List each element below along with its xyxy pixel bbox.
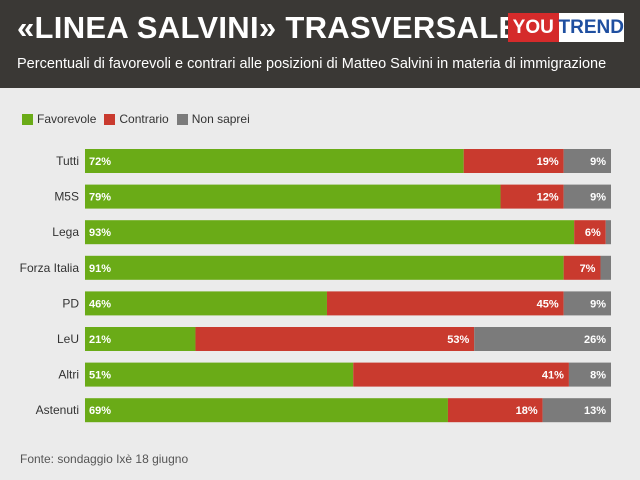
data-label: 91% [89, 263, 111, 275]
stacked-bar-chart: Tutti 72% 19% 9% M5S 79% 12% 9% Lega 93% 6% Forza I… [20, 149, 611, 423]
data-label: 9% [590, 298, 606, 310]
data-label: 21% [89, 334, 111, 346]
bar-segment [85, 149, 464, 173]
legend-swatch-contrario [104, 113, 116, 125]
bar-segment [447, 398, 543, 423]
data-label: 53% [447, 334, 469, 346]
data-label: 19% [537, 156, 559, 168]
category-label: Tutti [56, 154, 79, 168]
bar-segment [353, 362, 569, 387]
data-label: 12% [537, 192, 559, 204]
data-label: 79% [89, 192, 111, 204]
data-label: 41% [542, 370, 564, 382]
legend-item-favorevole: Favorevole [22, 112, 96, 126]
data-label: 26% [584, 334, 606, 346]
data-label: 6% [585, 227, 601, 239]
bar-segment [605, 220, 611, 245]
data-label: 51% [89, 370, 111, 382]
category-label: Lega [52, 225, 79, 239]
data-label: 8% [590, 370, 606, 382]
bar-segment [563, 255, 601, 280]
bar-segment [563, 291, 611, 316]
bar-segment [85, 220, 575, 245]
bar-segment [85, 327, 196, 351]
chart-title: «LINEA SALVINI» TRASVERSALE [17, 10, 520, 45]
bar-segment [500, 184, 564, 209]
bar-segment [474, 327, 611, 351]
data-label: 9% [590, 156, 606, 168]
bar-segment [85, 362, 354, 387]
legend-item-non-saprei: Non saprei [176, 112, 250, 126]
chart-subtitle: Percentuali di favorevoli e contrari all… [17, 56, 607, 72]
bar-segment [600, 255, 611, 280]
bar-segment [463, 149, 564, 173]
logo-you: YOU [508, 13, 559, 42]
legend: Favorevole Contrario Non saprei [22, 112, 258, 126]
data-label: 13% [584, 405, 606, 417]
category-label: Altri [58, 368, 79, 382]
legend-item-contrario: Contrario [104, 112, 169, 126]
data-label: 45% [537, 298, 559, 310]
data-label: 46% [89, 298, 111, 310]
category-label: PD [62, 296, 79, 310]
bar-segment [563, 184, 611, 209]
legend-swatch-favorevole [22, 113, 33, 125]
source-note: Fonte: sondaggio Ixè 18 giugno [20, 452, 189, 466]
data-label: 9% [590, 192, 606, 204]
legend-label-non-saprei: Non saprei [191, 112, 250, 126]
data-label: 72% [89, 156, 111, 168]
bar-segment [563, 149, 611, 173]
legend-label-contrario: Contrario [119, 112, 169, 126]
bar-segment [568, 362, 611, 387]
bar-segment [326, 291, 564, 316]
data-label: 69% [89, 405, 111, 417]
bar-segment [85, 255, 564, 280]
bar-segment [574, 220, 606, 245]
legend-swatch-non-saprei [176, 113, 188, 125]
legend-label-favorevole: Favorevole [37, 112, 97, 126]
category-label: Astenuti [36, 403, 79, 417]
bar-segment [85, 398, 448, 423]
bar-segment [85, 291, 327, 316]
bar-segment [195, 327, 475, 351]
data-label: 18% [516, 405, 538, 417]
category-label: Forza Italia [20, 261, 80, 275]
category-label: LeU [57, 332, 79, 346]
header: «LINEA SALVINI» TRASVERSALE Percentuali … [0, 0, 640, 88]
youtrend-logo: YOU TREND [508, 13, 624, 42]
data-label: 93% [89, 227, 111, 239]
data-label: 7% [580, 263, 596, 275]
bar-segment [85, 184, 501, 209]
category-label: M5S [54, 190, 79, 204]
logo-trend: TREND [558, 13, 624, 42]
bar-segment [542, 398, 611, 423]
